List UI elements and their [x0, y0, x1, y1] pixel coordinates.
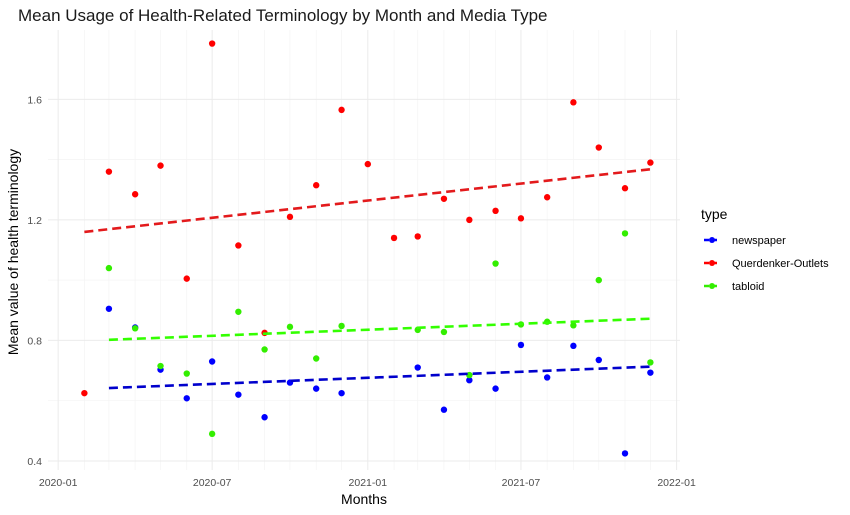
data-point-tabloid — [286, 323, 294, 331]
data-point-querdenker-outlets — [235, 242, 242, 249]
data-point-querdenker-outlets — [286, 213, 294, 221]
data-point-tabloid — [131, 325, 139, 332]
gridlines — [48, 30, 680, 470]
legend-label: newspaper — [732, 235, 786, 247]
legend-key-point — [709, 283, 715, 289]
data-point-newspaper — [208, 358, 216, 365]
legend-label: tabloid — [732, 281, 764, 293]
data-point-tabloid — [105, 264, 113, 272]
data-point-newspaper — [466, 376, 473, 384]
y-tick-label: 1.6 — [27, 94, 42, 106]
data-point-querdenker-outlets — [208, 40, 216, 47]
data-point-querdenker-outlets — [338, 106, 345, 114]
data-point-newspaper — [105, 305, 113, 312]
y-tick-label: 0.8 — [27, 335, 42, 347]
data-point-querdenker-outlets — [543, 194, 551, 201]
y-tick-label: 0.4 — [27, 456, 42, 468]
data-point-newspaper — [338, 389, 345, 397]
data-point-tabloid — [595, 276, 602, 284]
legend-entry: Querdenker-Outlets — [704, 258, 829, 270]
data-point-tabloid — [647, 359, 654, 366]
data-point-newspaper — [183, 395, 190, 402]
data-point-querdenker-outlets — [364, 160, 372, 168]
data-point-newspaper — [543, 374, 551, 381]
data-point-tabloid — [466, 371, 473, 379]
data-point-querdenker-outlets — [390, 234, 398, 242]
data-point-newspaper — [621, 450, 629, 457]
data-point-querdenker-outlets — [492, 207, 499, 215]
data-points — [81, 40, 654, 457]
data-point-querdenker-outlets — [570, 99, 577, 106]
data-point-tabloid — [440, 328, 448, 336]
trend-lines — [84, 167, 651, 390]
trend-line-tabloid — [108, 317, 651, 342]
chart-title: Mean Usage of Health-Related Terminology… — [18, 6, 548, 25]
data-point-querdenker-outlets — [131, 191, 139, 198]
data-point-tabloid — [157, 362, 164, 370]
legend-entry: newspaper — [704, 235, 786, 247]
data-point-newspaper — [570, 342, 577, 350]
data-point-tabloid — [621, 230, 629, 237]
data-point-querdenker-outlets — [621, 185, 629, 192]
legend: type newspaper Querdenker-Outlets tabloid — [701, 206, 829, 293]
legend-entries: newspaper Querdenker-Outlets tabloid — [704, 235, 829, 293]
legend-key-point — [709, 237, 715, 243]
data-point-tabloid — [183, 370, 190, 377]
x-tick-label: 2020-01 — [39, 477, 78, 489]
data-point-newspaper — [595, 356, 602, 364]
data-point-newspaper — [261, 414, 268, 421]
data-point-tabloid — [338, 322, 345, 330]
data-point-tabloid — [235, 308, 242, 315]
data-point-querdenker-outlets — [517, 215, 525, 222]
trend-line-querdenker-outlets — [84, 167, 651, 234]
x-axis-title: Months — [341, 491, 387, 507]
y-tick-label: 1.2 — [27, 215, 42, 227]
data-point-newspaper — [517, 341, 525, 349]
data-point-tabloid — [261, 346, 268, 353]
data-point-querdenker-outlets — [595, 144, 602, 151]
data-point-querdenker-outlets — [157, 162, 164, 169]
data-point-newspaper — [235, 391, 242, 398]
legend-key-point — [709, 260, 715, 266]
data-point-tabloid — [312, 355, 320, 362]
data-point-querdenker-outlets — [440, 195, 448, 202]
data-point-newspaper — [312, 385, 320, 392]
data-point-tabloid — [570, 322, 577, 329]
x-tick-label: 2021-07 — [502, 477, 541, 489]
data-point-newspaper — [647, 369, 654, 376]
trend-line-newspaper — [108, 365, 651, 390]
legend-label: Querdenker-Outlets — [732, 258, 829, 270]
data-point-newspaper — [492, 385, 499, 392]
data-point-newspaper — [414, 364, 421, 371]
legend-title: type — [701, 206, 728, 222]
y-axis-ticks: 0.4 0.8 1.2 1.6 — [27, 94, 42, 468]
data-point-querdenker-outlets — [647, 159, 654, 166]
data-point-querdenker-outlets — [81, 389, 88, 397]
data-point-querdenker-outlets — [105, 168, 113, 175]
x-tick-label: 2021-01 — [349, 477, 388, 489]
data-point-tabloid — [208, 430, 216, 438]
x-axis-ticks: 2020-01 2020-07 2021-01 2021-07 2022-01 — [39, 477, 696, 489]
data-point-querdenker-outlets — [183, 275, 190, 282]
x-tick-label: 2020-07 — [193, 477, 232, 489]
legend-entry: tabloid — [704, 281, 764, 293]
data-point-querdenker-outlets — [466, 216, 473, 224]
data-point-querdenker-outlets — [414, 233, 421, 240]
y-axis-title: Mean value of health terminology — [5, 149, 21, 355]
data-point-querdenker-outlets — [312, 182, 320, 189]
data-point-newspaper — [440, 406, 448, 413]
x-tick-label: 2022-01 — [657, 477, 696, 489]
data-point-tabloid — [492, 260, 499, 267]
